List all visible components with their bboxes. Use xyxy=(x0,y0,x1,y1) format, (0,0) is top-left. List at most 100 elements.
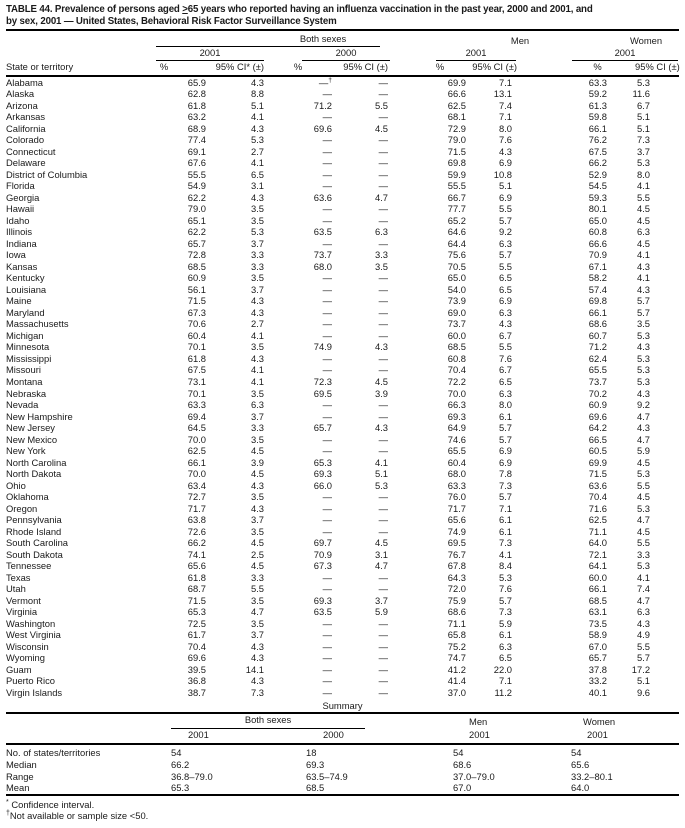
value-cell: 6.1 xyxy=(498,525,513,537)
value-cell: — xyxy=(322,329,332,341)
value-cell: 4.3 xyxy=(250,76,264,88)
value-cell: 63.1 xyxy=(588,606,608,618)
summary-value-cell: 69.3 xyxy=(306,759,325,771)
value-cell: 55.5 xyxy=(187,168,206,180)
table-row: Colorado 77.4 5.3 — — 79.0 7.6 76.2 7.3 xyxy=(6,134,679,146)
value-cell: 6.3 xyxy=(636,226,651,238)
value-cell: 62.4 xyxy=(588,352,608,364)
table-row: Alabama 65.9 4.3 —† — 69.9 7.1 63.3 5.3 xyxy=(6,76,679,89)
state-name-cell: Georgia xyxy=(6,191,40,203)
table-row: Ohio 63.4 4.3 66.0 5.3 63.3 7.3 63.6 5.5 xyxy=(6,480,679,492)
value-cell: 3.5 xyxy=(250,214,264,226)
value-cell: — xyxy=(378,318,389,330)
value-cell: 4.3 xyxy=(374,341,389,353)
value-cell: 66.6 xyxy=(447,88,467,100)
value-cell: 9.2 xyxy=(636,399,651,411)
value-cell: 76.0 xyxy=(447,491,467,503)
state-name-cell: Iowa xyxy=(6,249,26,261)
value-cell: 61.8 xyxy=(187,99,206,111)
col-year-bothsexes-2001: 2001 xyxy=(150,47,264,61)
state-name-cell: Virgin Islands xyxy=(6,686,63,698)
value-cell: 61.8 xyxy=(187,352,206,364)
value-cell: 62.5 xyxy=(187,445,206,457)
value-cell: 37.0 xyxy=(447,686,467,698)
row-spacer xyxy=(650,284,679,296)
value-cell: 3.3 xyxy=(374,249,389,261)
value-cell: 61.7 xyxy=(187,629,206,641)
state-name-cell: Utah xyxy=(6,583,26,595)
value-cell: 4.1 xyxy=(250,111,264,123)
value-cell: 5.1 xyxy=(636,675,651,687)
value-cell: 54.0 xyxy=(447,283,467,295)
state-name-cell: New York xyxy=(6,445,46,457)
summary-value-cell: 54 xyxy=(453,747,464,759)
state-name-cell: Idaho xyxy=(6,214,30,226)
value-cell: 4.1 xyxy=(250,364,264,376)
value-cell: 69.6 xyxy=(187,652,206,664)
value-cell: 5.1 xyxy=(636,111,651,123)
row-spacer xyxy=(650,146,679,158)
summary-label-cell: Mean xyxy=(6,782,30,794)
value-cell: 3.3 xyxy=(250,571,264,583)
col-pct-women-2001: % xyxy=(512,60,608,77)
state-name-cell: West Virginia xyxy=(6,629,61,641)
value-cell: 64.5 xyxy=(187,422,206,434)
value-cell: 3.7 xyxy=(250,237,264,249)
value-cell: 8.8 xyxy=(250,88,264,100)
value-cell: 71.2 xyxy=(313,99,332,111)
value-cell: 38.7 xyxy=(187,686,206,698)
value-cell: 66.2 xyxy=(187,537,206,549)
value-cell: 4.3 xyxy=(250,640,264,652)
value-cell: 65.2 xyxy=(447,214,467,226)
value-cell: 3.7 xyxy=(250,410,264,422)
value-cell: 60.7 xyxy=(588,329,608,341)
state-name-cell: Rhode Island xyxy=(6,525,62,537)
value-cell: 64.1 xyxy=(588,560,608,572)
col-ci-bothsexes-2000: 95% CI (±) xyxy=(332,60,389,77)
state-name-cell: Pennsylvania xyxy=(6,514,62,526)
value-cell: 4.1 xyxy=(636,180,651,192)
value-cell: 7.6 xyxy=(498,134,513,146)
value-cell: 4.3 xyxy=(636,422,651,434)
value-cell: 59.3 xyxy=(588,191,608,203)
value-cell: 72.2 xyxy=(447,376,467,387)
value-cell: 5.3 xyxy=(250,226,264,238)
value-cell: 66.3 xyxy=(447,399,467,411)
value-cell: 68.5 xyxy=(447,341,467,353)
state-name-cell: Colorado xyxy=(6,134,45,146)
table-row: New Mexico 70.0 3.5 — — 74.6 5.7 66.5 4.7 xyxy=(6,434,679,446)
row-spacer xyxy=(650,88,679,100)
summary-year-men-2001: 2001 xyxy=(453,728,572,746)
value-cell: 5.5 xyxy=(498,260,513,272)
state-name-cell: Washington xyxy=(6,617,56,629)
value-cell: 70.1 xyxy=(187,341,206,353)
summary-year-bothsexes-2000: 2000 xyxy=(306,728,454,746)
value-cell: 75.2 xyxy=(447,640,467,652)
row-spacer xyxy=(650,549,679,561)
value-cell: 5.5 xyxy=(498,341,513,353)
value-cell: — xyxy=(378,76,389,88)
summary-year-bothsexes-2001: 2001 xyxy=(171,728,306,746)
summary-value-cell: 33.2–80.1 xyxy=(571,770,613,782)
table-row: Vermont 71.5 3.5 69.3 3.7 75.9 5.7 68.5 4.7 xyxy=(6,595,679,607)
summary-value-cell: 37.0–79.0 xyxy=(453,770,495,782)
table-row: Virgin Islands 38.7 7.3 — — 37.0 11.2 40.1 9.6 xyxy=(6,687,679,699)
value-cell: 60.0 xyxy=(588,571,608,583)
value-cell: 70.4 xyxy=(447,364,467,376)
value-cell: 60.8 xyxy=(447,352,467,364)
value-cell: 4.1 xyxy=(250,157,264,169)
footnote-confidence-interval: * Confidence interval. xyxy=(6,798,95,810)
summary-value-cell: 63.5–74.9 xyxy=(306,770,348,782)
value-cell: 6.1 xyxy=(498,410,513,422)
value-cell: 6.3 xyxy=(636,606,651,618)
value-cell: 63.6 xyxy=(313,191,332,203)
value-cell: 70.1 xyxy=(187,387,206,399)
table-row: New Jersey 64.5 3.3 65.7 4.3 64.9 5.7 64.2 4.3 xyxy=(6,422,679,434)
value-cell: — xyxy=(378,663,389,675)
value-cell: 41.2 xyxy=(447,663,467,675)
summary-label-cell: Range xyxy=(6,770,34,782)
value-cell: 64.4 xyxy=(447,237,467,249)
row-spacer xyxy=(650,215,679,227)
value-cell: 6.3 xyxy=(498,387,513,399)
row-spacer xyxy=(650,664,679,676)
